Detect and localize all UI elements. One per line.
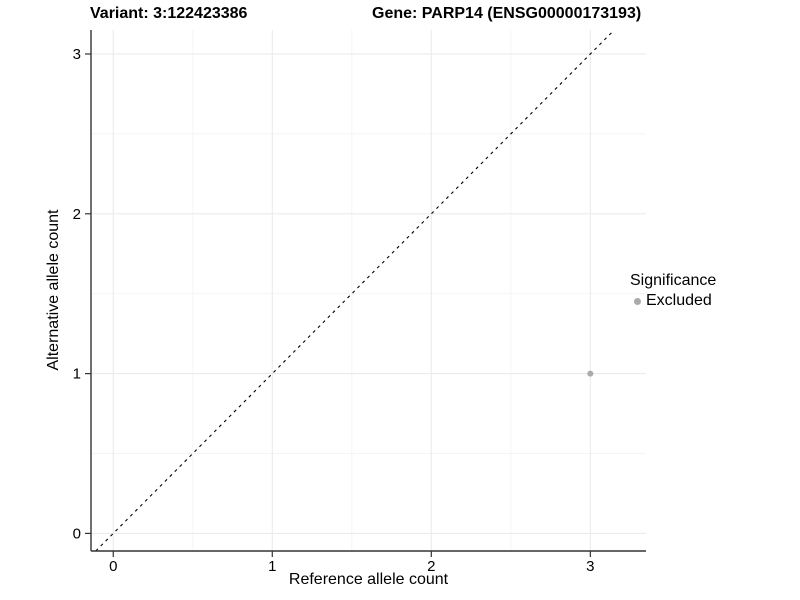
plot-title-variant: Variant: 3:122423386 bbox=[90, 5, 248, 22]
plot-title-gene: Gene: PARP14 (ENSG00000173193) bbox=[372, 5, 642, 22]
legend-point-icon bbox=[634, 297, 641, 305]
identity-reference-line bbox=[95, 29, 615, 552]
x-tick-label: 3 bbox=[586, 558, 594, 575]
y-axis-title: Alternative allele count bbox=[45, 209, 62, 371]
x-tick-label: 1 bbox=[268, 558, 276, 575]
x-tick-label: 2 bbox=[427, 558, 435, 575]
legend-title: Significance bbox=[630, 272, 717, 289]
y-tick-label: 0 bbox=[73, 525, 81, 542]
x-axis-title: Reference allele count bbox=[288, 571, 449, 588]
y-tick-label: 3 bbox=[73, 46, 81, 63]
y-tick-label: 1 bbox=[73, 366, 81, 383]
data-point bbox=[587, 370, 594, 377]
x-tick-label: 0 bbox=[109, 558, 117, 575]
legend-item-excluded: Excluded bbox=[630, 291, 716, 311]
legend: Significance Excluded bbox=[630, 271, 716, 311]
legend-item-label: Excluded bbox=[646, 292, 712, 309]
y-tick-label: 2 bbox=[73, 206, 81, 223]
